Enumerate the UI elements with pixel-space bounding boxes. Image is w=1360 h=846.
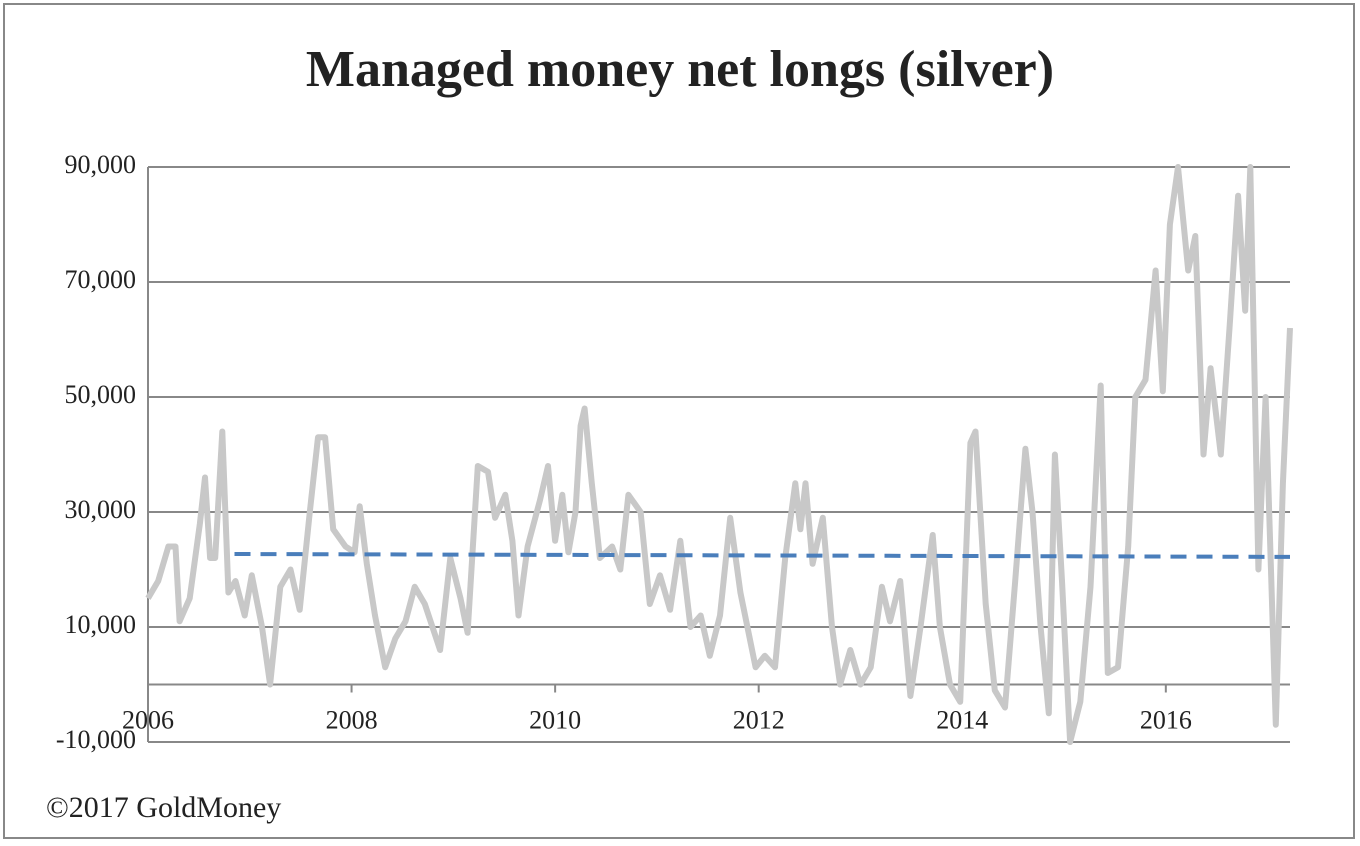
x-tick-label: 2014	[936, 705, 988, 734]
x-tick-label: 2016	[1140, 705, 1192, 734]
chart-frame	[3, 3, 1355, 839]
y-tick-label: 10,000	[65, 610, 137, 639]
source-note: ©2017 GoldMoney	[46, 791, 281, 824]
y-tick-label: 70,000	[65, 265, 137, 294]
x-tick-label: 2006	[122, 705, 174, 734]
x-tick-label: 2012	[733, 705, 785, 734]
chart-title: Managed money net longs (silver)	[306, 41, 1054, 98]
y-tick-label: 50,000	[65, 380, 137, 409]
y-tick-label: -10,000	[56, 725, 136, 754]
average-line	[234, 552, 1291, 559]
y-tick-label: 30,000	[65, 495, 137, 524]
y-tick-label: 90,000	[65, 150, 137, 179]
x-tick-label: 2008	[326, 705, 378, 734]
x-tick-label: 2010	[529, 705, 581, 734]
data-line	[145, 164, 1293, 745]
